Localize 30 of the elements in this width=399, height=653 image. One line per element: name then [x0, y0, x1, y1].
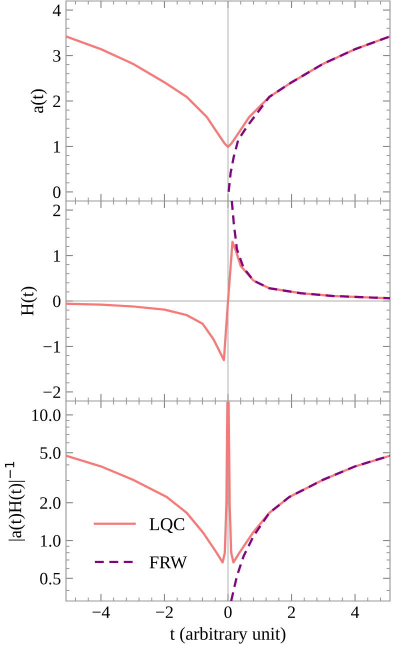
x-tick-label: −4	[92, 606, 110, 618]
y-tick-label: −1	[44, 341, 60, 352]
y-tick-label: −2	[44, 386, 60, 398]
x-tick-label: 4	[351, 606, 360, 618]
line-series	[66, 35, 390, 148]
legend-label: FRW	[150, 556, 188, 569]
x-tick-label: 2	[288, 606, 295, 618]
line-series	[230, 454, 390, 601]
y-tick-label: 2.0	[40, 497, 60, 509]
y-tick-label: 4	[52, 4, 61, 16]
y-tick-label: 2	[53, 96, 60, 108]
y-tick-label: 1	[54, 250, 60, 262]
y-tick-label: 1.0	[40, 534, 60, 547]
y-tick-label: 0	[53, 186, 60, 198]
y-axis-title: |a(t)H(t)|$^{−1}$	[4, 462, 25, 541]
y-tick-label: 0	[53, 295, 60, 308]
y-tick-label: 2	[53, 204, 60, 216]
x-axis-title: t (arbitrary unit)	[170, 627, 286, 644]
y-axis-title: H(t)	[20, 286, 38, 316]
y-axis-title: a(t)	[30, 89, 47, 113]
x-tick-label: 0	[224, 606, 232, 618]
y-tick-label: 1	[54, 141, 60, 152]
y-tick-label: 0.5	[40, 572, 60, 585]
line-series	[228, 35, 390, 194]
y-tick-label: 10.0	[32, 409, 60, 422]
x-tick-label: −2	[156, 606, 173, 618]
y-tick-label: 5.0	[40, 447, 60, 459]
line-series	[230, 201, 390, 300]
y-tick-label: 3	[53, 50, 60, 62]
legend-label: LQC	[150, 518, 184, 534]
